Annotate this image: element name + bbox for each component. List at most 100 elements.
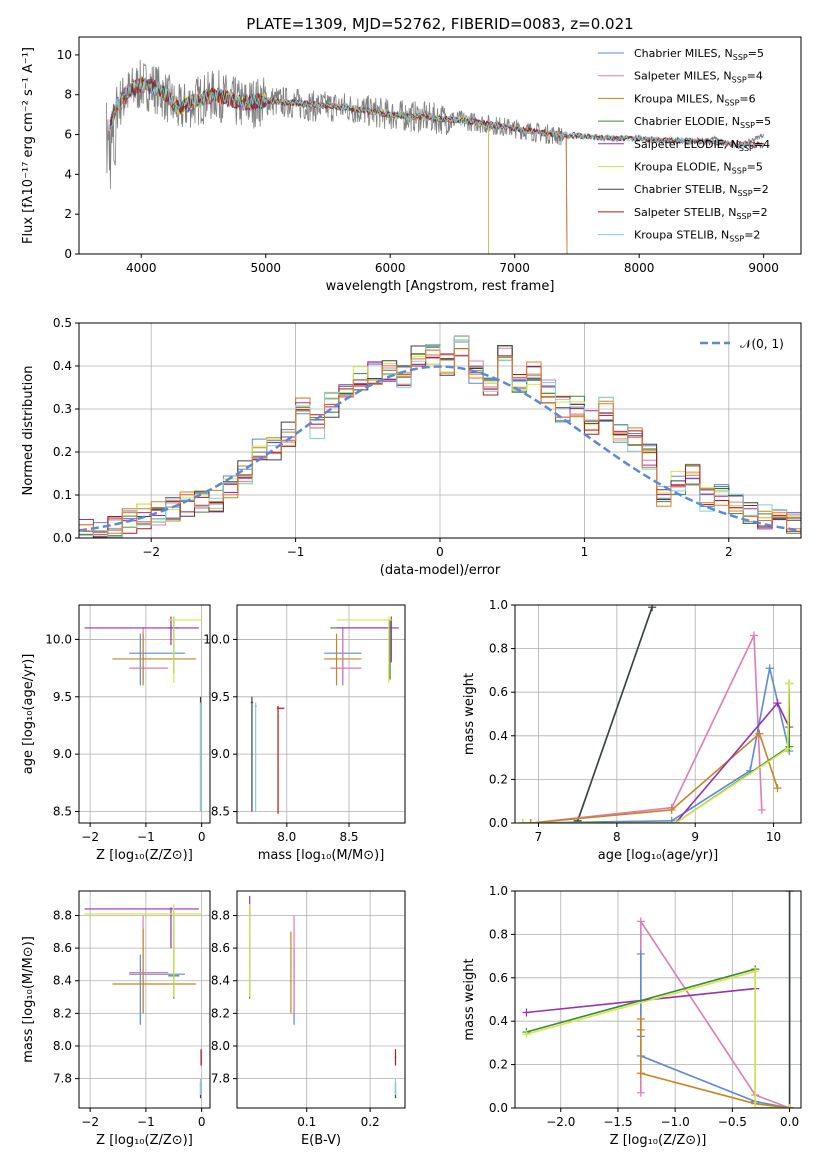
- y-axis-label: mass weight: [462, 958, 477, 1040]
- plus-marker: [636, 1069, 645, 1078]
- model-series-line: [110, 78, 764, 149]
- plus-marker: [785, 1104, 794, 1108]
- x-tick-label: 0.2: [361, 1115, 380, 1129]
- plus-marker: [667, 805, 676, 814]
- axes-frame: [78, 604, 211, 824]
- y-tick-label: 8.2: [211, 1006, 230, 1020]
- y-tick-label: 0.3: [53, 402, 72, 416]
- x-tick-label: −1: [287, 545, 305, 559]
- axes-0: 4000 5000 6000 7000 8000 9000 0 2 4 6 8 10 wavelengt…: [21, 15, 802, 294]
- legend-label: Chabrier STELIB, NSSP=2: [634, 183, 769, 198]
- y-tick-label: 0: [64, 247, 72, 261]
- x-tick-label: 5000: [250, 261, 281, 275]
- histogram-series: [79, 348, 801, 534]
- axes-1: −2 −1 0 1 2 0.0 0.1 0.2 0.3 0.4 0.5 (data-model)/er…: [21, 316, 802, 578]
- axes-frame: [78, 322, 802, 539]
- y-tick-label: 7.8: [53, 1072, 72, 1086]
- x-tick-label: 1: [581, 545, 589, 559]
- plus-marker: [526, 819, 535, 823]
- y-tick-label: 0.6: [489, 685, 508, 699]
- x-axis-label: E(B-V): [301, 1133, 341, 1148]
- plus-marker: [751, 1104, 760, 1108]
- x-tick-label: 10: [766, 830, 781, 844]
- y-tick-label: 0.8: [489, 927, 508, 941]
- x-tick-label: 7000: [499, 261, 530, 275]
- y-tick-label: 8.8: [53, 908, 72, 922]
- x-tick-label: 9: [691, 830, 699, 844]
- mass-weight-series: [576, 606, 653, 822]
- axes-frame: [78, 890, 211, 1109]
- y-tick-label: 0.4: [489, 1014, 508, 1028]
- x-tick-label: −2: [142, 545, 160, 559]
- x-tick-label: −0.5: [718, 1115, 747, 1129]
- plus-marker: [636, 1015, 645, 1024]
- plot-area: [84, 904, 202, 1099]
- mass-weight-series: [530, 668, 790, 823]
- y-tick-label: 8.0: [211, 1039, 230, 1053]
- legend-label: Chabrier ELODIE, NSSP=5: [634, 115, 771, 130]
- legend: 𝒩(0, 1): [700, 337, 784, 351]
- y-tick-label: 0.4: [53, 359, 72, 373]
- x-axis-label: Z [log₁₀(Z/Z⊙)]: [96, 1133, 193, 1148]
- y-tick-label: 8: [64, 88, 72, 102]
- y-tick-label: 0.4: [489, 729, 508, 743]
- y-axis-label: mass [log₁₀(M/M⊙)]: [21, 936, 36, 1063]
- x-axis-label: (data-model)/error: [380, 563, 501, 578]
- y-tick-label: 0.5: [53, 316, 72, 330]
- y-tick-label: 0.0: [489, 1101, 508, 1115]
- y-tick-label: 0.2: [489, 772, 508, 786]
- x-axis-label: mass [log₁₀(M/M⊙)]: [258, 848, 385, 863]
- y-tick-label: 0.2: [53, 445, 72, 459]
- plus-marker: [648, 605, 657, 612]
- y-axis-label: Normed distribution: [21, 366, 36, 496]
- y-tick-label: 10.0: [203, 632, 230, 646]
- axes-frame: [514, 890, 802, 1109]
- plus-marker: [773, 699, 782, 708]
- legend-label: 𝒩(0, 1): [740, 337, 784, 351]
- x-tick-label: 9000: [748, 261, 779, 275]
- x-tick-label: 7: [535, 830, 543, 844]
- axes-frame: [236, 890, 406, 1109]
- plus-marker: [785, 679, 794, 688]
- y-tick-label: 0.0: [489, 816, 508, 830]
- y-tick-label: 0.1: [53, 488, 72, 502]
- y-tick-label: 8.5: [211, 805, 230, 819]
- legend-label: Kroupa STELIB, NSSP=2: [634, 229, 760, 244]
- plus-marker: [783, 744, 792, 753]
- x-axis-label: wavelength [Angstrom, rest frame]: [326, 279, 555, 294]
- x-tick-label: −1.0: [661, 1115, 690, 1129]
- x-tick-label: −2.0: [546, 1115, 575, 1129]
- plus-marker: [755, 729, 764, 738]
- y-tick-label: 8.4: [211, 974, 230, 988]
- y-tick-label: 8.2: [53, 1006, 72, 1020]
- y-tick-label: 0.0: [53, 531, 72, 545]
- legend-label: Chabrier MILES, NSSP=5: [634, 47, 764, 62]
- plus-marker: [751, 967, 760, 976]
- y-axis-label: age [log₁₀(age/yr)]: [21, 654, 36, 775]
- x-tick-label: −2: [81, 830, 99, 844]
- x-tick-label: 8000: [624, 261, 655, 275]
- y-tick-label: 8.0: [53, 1039, 72, 1053]
- y-tick-label: 1.0: [489, 598, 508, 612]
- legend-label: Kroupa MILES, NSSP=6: [634, 92, 756, 107]
- y-tick-label: 8.8: [211, 908, 230, 922]
- x-tick-label: 0: [198, 1115, 206, 1129]
- x-tick-label: 0.1: [297, 1115, 316, 1129]
- chart-title: PLATE=1309, MJD=52762, FIBERID=0083, z=0…: [246, 15, 633, 33]
- y-tick-label: 8.6: [211, 941, 230, 955]
- plus-marker: [636, 1088, 645, 1097]
- y-axis-label: Flux [fλ10⁻¹⁷ erg cm⁻² s⁻¹ A⁻¹]: [21, 47, 36, 244]
- x-tick-label: −1: [137, 830, 155, 844]
- plot-area: [249, 895, 397, 1099]
- legend-label: Kroupa ELODIE, NSSP=5: [634, 161, 763, 176]
- y-tick-label: 0.8: [489, 642, 508, 656]
- x-tick-label: 2: [725, 545, 733, 559]
- plus-marker: [667, 816, 676, 823]
- plus-marker: [765, 664, 774, 673]
- y-tick-label: 10.0: [45, 632, 72, 646]
- x-tick-label: 8.0: [277, 830, 296, 844]
- axes-5: −2 −1 0 7.8 8.0 8.2 8.4 8.6 8.8 Z [log₁₀(Z/Z⊙)] ma…: [21, 890, 211, 1148]
- x-tick-label: 0: [436, 545, 444, 559]
- x-axis-label: Z [log₁₀(Z/Z⊙)]: [96, 848, 193, 863]
- x-axis-label: Z [log₁₀(Z/Z⊙)]: [610, 1133, 707, 1148]
